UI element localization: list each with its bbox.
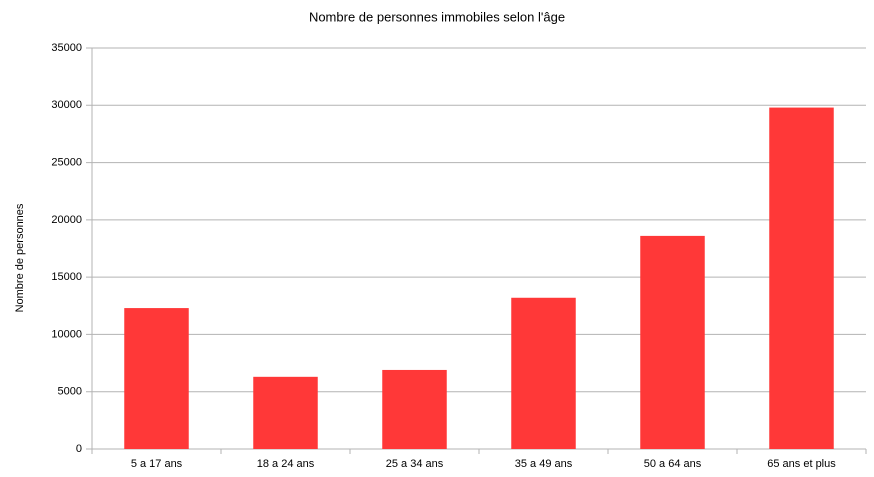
- bar: [769, 107, 834, 449]
- x-tick-label: 65 ans et plus: [767, 458, 836, 470]
- bar: [640, 235, 705, 449]
- x-tick-label: 18 a 24 ans: [257, 458, 315, 470]
- y-axis-label: Nombre de personnes: [14, 203, 26, 312]
- bar: [253, 376, 318, 449]
- y-tick-label: 30000: [51, 99, 82, 111]
- x-tick-label: 5 a 17 ans: [131, 458, 183, 470]
- y-tick-label: 20000: [51, 214, 82, 226]
- y-tick-label: 10000: [51, 328, 82, 340]
- y-tick-label: 15000: [51, 271, 82, 283]
- x-tick-label: 35 a 49 ans: [515, 458, 573, 470]
- x-tick-label: 25 a 34 ans: [386, 458, 444, 470]
- bar: [511, 297, 576, 449]
- chart-title: Nombre de personnes immobiles selon l'âg…: [309, 9, 565, 24]
- y-tick-label: 5000: [58, 386, 82, 398]
- bar: [124, 308, 189, 449]
- y-tick-label: 25000: [51, 156, 82, 168]
- y-tick-label: 0: [76, 443, 82, 455]
- y-tick-label: 35000: [51, 42, 82, 54]
- x-tick-label: 50 a 64 ans: [644, 458, 702, 470]
- bar: [382, 369, 447, 449]
